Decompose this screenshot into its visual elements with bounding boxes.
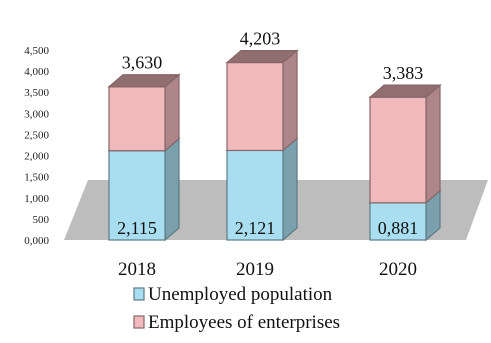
x-category-label: 2019 [236, 259, 274, 280]
legend-label: Employees of enterprises [148, 312, 340, 333]
y-tick-label: 4,000 [24, 66, 49, 78]
y-tick-label: 4,500 [24, 45, 49, 57]
y-axis-ticks: 0,000 500 1,000 1,500 2,000 2,500 3,000 3,500 4,… [24, 45, 49, 247]
y-tick-label: 500 [33, 214, 50, 226]
bar-top-face [225, 49, 299, 64]
y-tick-label: 2,500 [24, 129, 49, 141]
data-label-employees: 4,203 [240, 29, 281, 49]
bar-side-face [164, 73, 180, 153]
bar-side-face [282, 137, 298, 242]
bar-side-face [425, 83, 441, 205]
bar-front-face [226, 149, 284, 241]
bar-top-face [107, 74, 181, 88]
bar-segment-employees [107, 73, 181, 153]
y-tick-label: 0,000 [24, 235, 49, 247]
y-tick-label: 2,000 [24, 151, 49, 163]
bar-segment-employees [225, 49, 299, 152]
bar-side-face [282, 49, 298, 152]
y-tick-label: 3,000 [24, 108, 49, 120]
bars [107, 49, 442, 242]
bar-segment-employees [368, 83, 442, 205]
bar-front-face [369, 96, 427, 204]
legend-swatch [133, 315, 145, 329]
data-label-unemployed: 0,881 [378, 218, 419, 238]
legend-label: Unemployed population [148, 284, 333, 305]
legend: Unemployed population Employees of enterp… [133, 284, 340, 333]
y-tick-label: 3,500 [24, 87, 49, 99]
x-category-label: 2020 [379, 259, 417, 280]
x-axis-categories: 2018 2019 2020 [118, 259, 417, 280]
data-labels: 2,115 3,630 2,121 4,203 0,881 3,383 [117, 29, 423, 238]
bar-side-face [164, 137, 180, 242]
data-label-unemployed: 2,121 [235, 218, 276, 238]
bar-top-face [368, 84, 442, 98]
legend-swatch [133, 287, 145, 301]
x-category-label: 2018 [118, 259, 156, 280]
data-label-unemployed: 2,115 [117, 218, 157, 238]
bar-front-face [108, 86, 166, 152]
y-tick-label: 1,000 [24, 193, 49, 205]
y-tick-label: 1,500 [24, 172, 49, 184]
data-label-employees: 3,383 [383, 63, 424, 83]
bar-front-face [108, 150, 166, 241]
bar-front-face [226, 61, 284, 152]
data-label-employees: 3,630 [122, 53, 163, 73]
